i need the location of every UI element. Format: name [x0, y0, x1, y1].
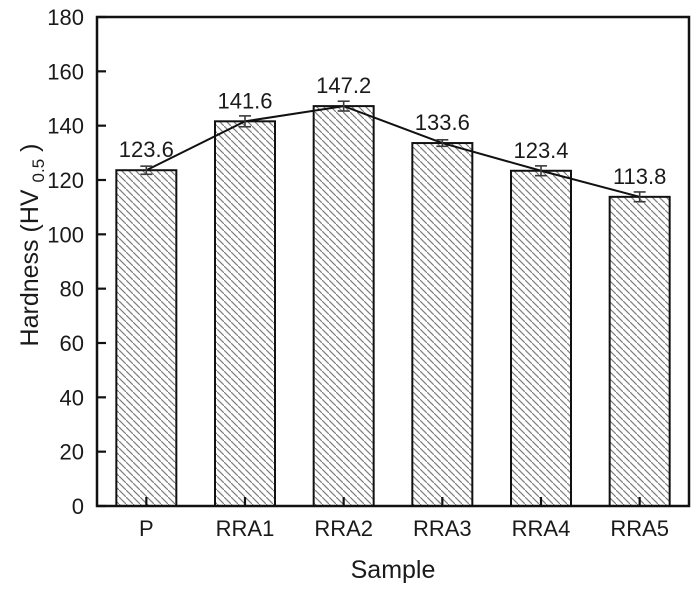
bars-layer	[115, 105, 671, 508]
y-tick-label-100: 100	[47, 222, 84, 247]
axes-layer: 0 20 40 60 80 100 120 140 160 180 P RRA1 RRA2 RRA3 RRA…	[47, 5, 691, 541]
y-tick-label-140: 140	[47, 114, 84, 139]
x-tick-label-RRA1: RRA1	[216, 516, 275, 541]
x-tick-label-P: P	[139, 516, 154, 541]
bar-RRA5	[608, 195, 671, 508]
trend-line	[145, 105, 640, 198]
trend-line-layer	[145, 105, 640, 198]
y-tick-label-120: 120	[47, 168, 84, 193]
bar-P	[115, 169, 178, 507]
value-label-RRA3: 133.6	[415, 110, 470, 135]
value-label-P: 123.6	[119, 137, 174, 162]
error-bars-layer	[140, 100, 646, 203]
value-label-RRA5: 113.8	[613, 164, 666, 189]
bar-RRA3	[411, 142, 474, 507]
error-bar-RRA4	[535, 165, 547, 177]
x-tick-label-RRA4: RRA4	[512, 516, 571, 541]
x-tick-label-RRA2: RRA2	[314, 516, 373, 541]
value-labels-layer: 123.6 141.6 147.2 133.6 123.4 113.8	[119, 73, 667, 189]
y-tick-label-40: 40	[60, 385, 84, 410]
bar-RRA4	[510, 169, 572, 507]
y-tick-label-160: 160	[47, 59, 84, 84]
y-tick-label-60: 60	[60, 331, 84, 356]
error-bar-RRA3	[436, 138, 449, 148]
value-label-RRA1: 141.6	[217, 88, 272, 113]
y-axis-title-subscript: 0.5	[29, 159, 48, 183]
error-bar-RRA2	[337, 100, 350, 112]
x-tick-label-RRA3: RRA3	[413, 516, 472, 541]
y-tick-label-180: 180	[47, 5, 84, 30]
error-bar-RRA5	[633, 191, 646, 203]
value-label-RRA2: 147.2	[316, 73, 371, 98]
bar-RRA1	[214, 120, 276, 507]
error-bar-P	[140, 165, 153, 176]
y-tick-label-0: 0	[72, 494, 84, 519]
y-axis-title-main: Hardness (HV	[16, 189, 44, 346]
plot-frame	[95, 15, 691, 508]
y-axis-title-close: )	[16, 144, 44, 152]
value-label-RRA4: 123.4	[513, 138, 568, 163]
y-axis-title: Hardness (HV 0.5 )	[16, 144, 50, 347]
x-axis-title: Sample	[351, 556, 436, 584]
bar-RRA2	[312, 105, 375, 508]
y-tick-label-20: 20	[60, 440, 84, 465]
error-bar-RRA1	[239, 115, 251, 128]
y-tick-label-80: 80	[60, 277, 84, 302]
x-tick-label-RRA5: RRA5	[610, 516, 669, 541]
